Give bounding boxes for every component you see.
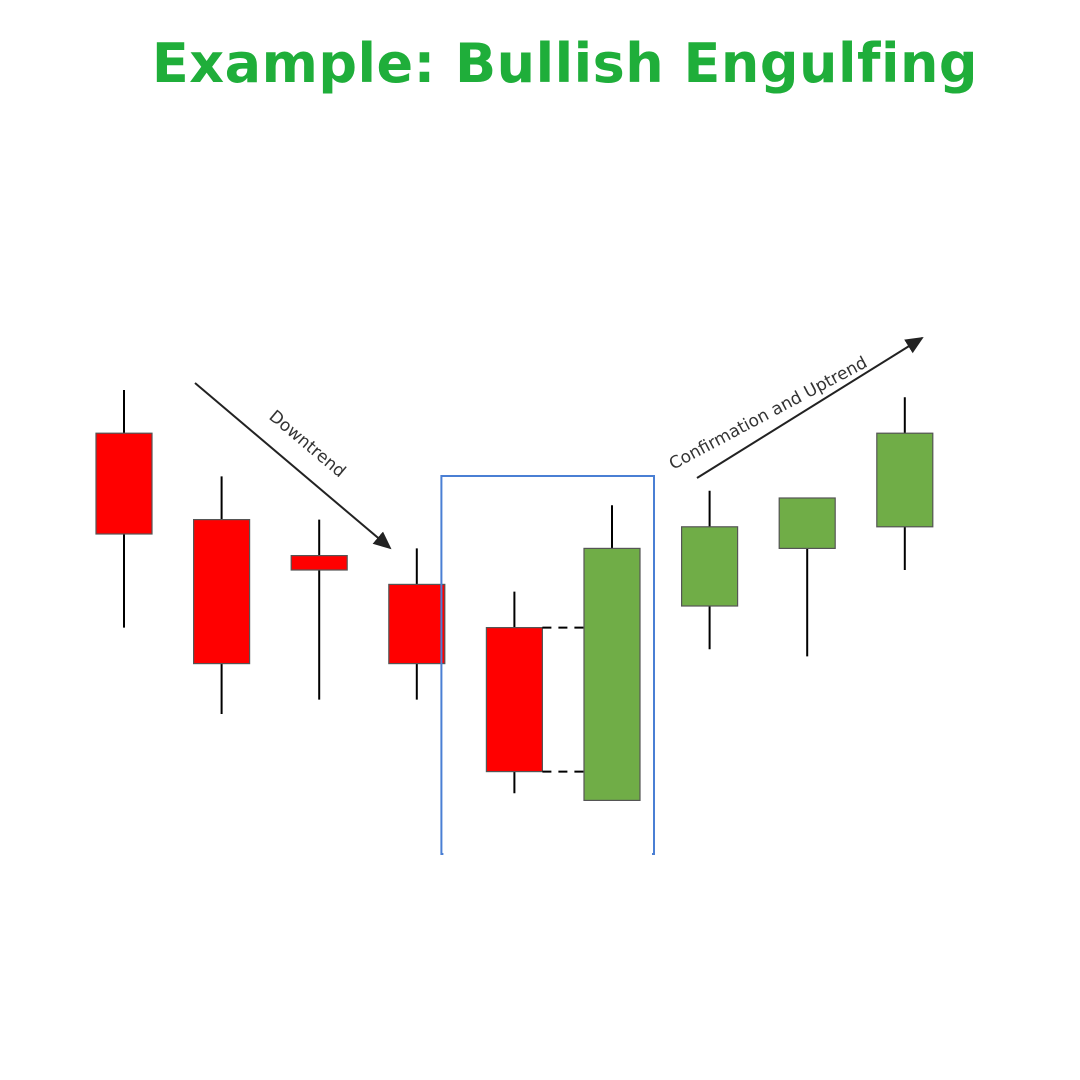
engulfing-reference-lines: [542, 626, 584, 773]
bearish-candle-body: [290, 554, 348, 571]
bearish-candle-body: [388, 583, 446, 665]
downtrend-label: Downtrend: [265, 407, 349, 482]
uptrend-arrow: [696, 336, 924, 479]
bullish-candle-body: [680, 526, 739, 607]
bullish-candle-body: [876, 432, 934, 528]
candles-layer: [95, 390, 934, 802]
candle-9: [876, 397, 934, 570]
bullish-candle-body: [583, 547, 641, 802]
candle-2: [193, 476, 251, 714]
candle-4: [388, 548, 446, 700]
candle-6: [583, 505, 641, 802]
candle-5: [485, 591, 543, 794]
candle-8: [778, 497, 836, 657]
bearish-candle-body: [95, 432, 153, 535]
bearish-candle-body: [193, 518, 251, 665]
candle-1: [95, 390, 153, 628]
page-title: Example: Bullish Engulfing: [151, 32, 979, 95]
downtrend-arrow: [194, 382, 392, 550]
bearish-candle-body: [485, 626, 543, 773]
bullish-candle-body: [778, 497, 836, 550]
candle-3: [290, 519, 348, 700]
candle-7: [680, 490, 739, 650]
uptrend-label: Confirmation and Uptrend: [666, 353, 871, 475]
